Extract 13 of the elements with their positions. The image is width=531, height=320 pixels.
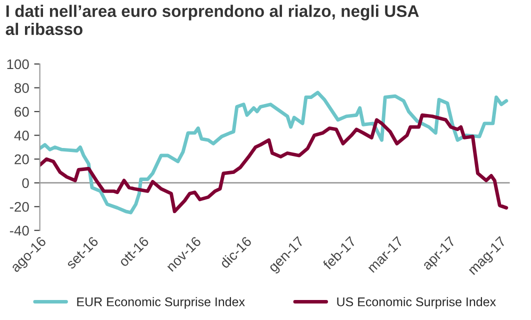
y-tick-label: 20 [14,154,29,164]
line-series [40,90,508,214]
y-tick-label: 60 [14,106,29,117]
y-tick-label: 40 [14,130,29,140]
y-tick-label: -20 [10,202,29,212]
chart-title: I dati nell’area euro sorprendono al rialzo, negli USA al ribasso [6,4,419,36]
y-tick-label: 0 [22,178,29,188]
legend-label: EUR Economic Surprise Index [77,297,245,309]
legend-label: US Economic Surprise Index [337,297,496,309]
y-tick-label: 80 [14,83,29,93]
y-tick-label: 100 [7,59,29,70]
y-tick-label: -40 [10,226,29,236]
line-series [40,113,508,214]
